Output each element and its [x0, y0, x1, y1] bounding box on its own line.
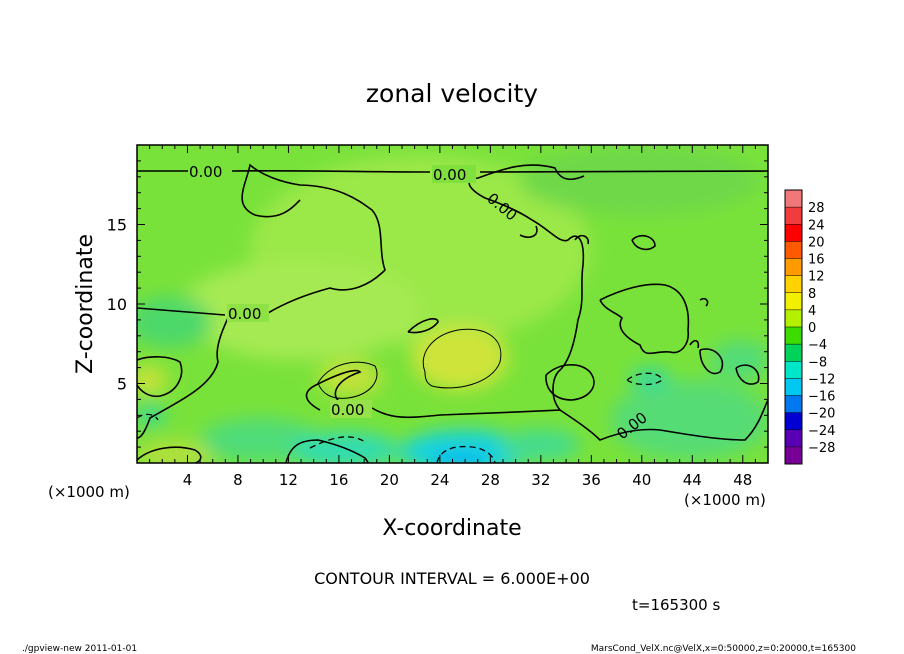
x-tick-label: 8 — [233, 471, 243, 489]
colorbar-label: −8 — [808, 355, 827, 370]
x-tick-label: 4 — [183, 471, 193, 489]
colorbar-label: −28 — [808, 441, 835, 456]
colorbar-label: 4 — [808, 304, 816, 319]
colorbar-swatch — [785, 190, 802, 208]
colorbar: 28 24 20 16 12 8 4 0 −4 −8 −12 −16 −20 −24 −28 — [784, 189, 835, 465]
contour-label: 0.00 — [189, 163, 222, 181]
colorbar-label: 12 — [808, 270, 825, 285]
colorbar-swatch — [785, 241, 802, 259]
colorbar-swatch — [785, 429, 802, 448]
footer-left: ./gpview-new 2011-01-01 — [22, 644, 137, 654]
x-tick-label: 36 — [582, 471, 601, 489]
colorbar-swatch — [785, 361, 802, 379]
x-tick-label: 20 — [380, 471, 399, 489]
colorbar-swatch — [785, 275, 802, 294]
y-axis: 5 10 15 — [107, 144, 768, 464]
colorbar-label: −16 — [808, 390, 835, 405]
colorbar-swatch — [785, 327, 802, 345]
colorbar-swatch — [785, 292, 802, 311]
y-tick-label: 5 — [117, 375, 127, 394]
x-tick-label: 48 — [733, 471, 752, 489]
colorbar-label: 8 — [808, 287, 816, 302]
colorbar-label: −4 — [808, 338, 827, 353]
x-tick-label: 16 — [329, 471, 348, 489]
x-tick-label: 44 — [683, 471, 702, 489]
colorbar-swatch — [785, 395, 802, 414]
colorbar-label: 16 — [808, 253, 825, 268]
colorbar-label: −12 — [808, 372, 835, 387]
contour-label: 0.00 — [433, 166, 466, 184]
x-axis: 4 8 12 16 20 24 28 32 36 40 44 48 — [136, 145, 769, 489]
y-axis-title: Z-coordinate — [73, 234, 98, 374]
colorbar-swatch — [785, 412, 802, 431]
colorbar-swatch — [785, 224, 802, 242]
footer-right: MarsCond_VelX.nc@VelX,x=0:50000,z=0:2000… — [591, 644, 856, 654]
contour-label: 0.00 — [331, 401, 364, 419]
x-unit-label-left: (×1000 m) — [48, 483, 130, 501]
colorbar-swatch — [785, 207, 802, 225]
colorbar-label: −20 — [808, 407, 835, 422]
zero-contours — [137, 163, 768, 463]
colorbar-swatch — [785, 378, 802, 396]
x-tick-label: 28 — [481, 471, 500, 489]
colorbar-label: 24 — [808, 218, 825, 233]
colorbar-swatch — [785, 258, 802, 277]
colorbar-swatch — [785, 344, 802, 362]
colorbar-label: 20 — [808, 235, 825, 250]
chart-title: zonal velocity — [366, 79, 538, 108]
plot-area: 0.00 0.00 0.00 0.00 0.00 0.00 — [137, 145, 768, 463]
colorbar-label: −24 — [808, 424, 835, 439]
y-tick-label: 15 — [107, 216, 127, 235]
contour-label: 0.00 — [228, 305, 261, 323]
x-tick-label: 40 — [632, 471, 651, 489]
time-label: t=165300 s — [632, 596, 720, 614]
negative-contours — [137, 372, 663, 463]
contour-interval-label: CONTOUR INTERVAL = 6.000E+00 — [314, 569, 590, 588]
x-unit-label-right: (×1000 m) — [684, 491, 766, 509]
x-axis-title: X-coordinate — [382, 516, 521, 541]
colorbar-label: 28 — [808, 201, 825, 216]
x-tick-label: 12 — [279, 471, 298, 489]
colorbar-swatch — [785, 309, 802, 328]
x-tick-label: 32 — [531, 471, 550, 489]
x-tick-label: 24 — [430, 471, 449, 489]
colorbar-label: 0 — [808, 321, 816, 336]
y-tick-label: 10 — [107, 295, 127, 314]
colorbar-swatch — [785, 446, 802, 465]
